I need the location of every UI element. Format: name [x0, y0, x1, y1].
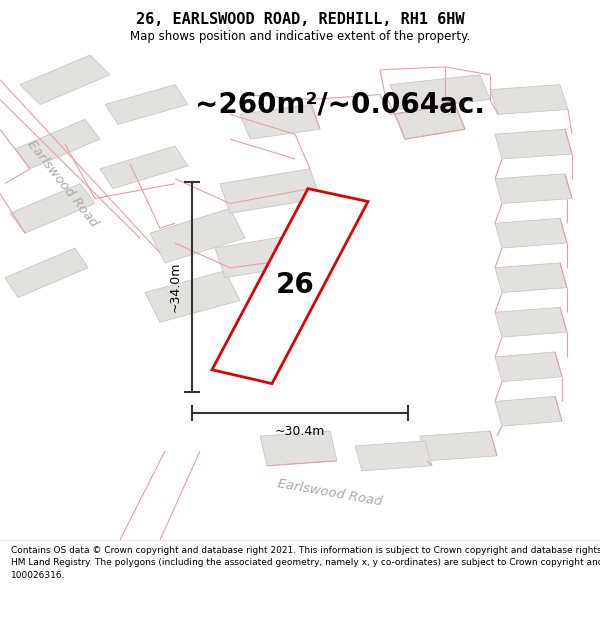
- Text: ~34.0m: ~34.0m: [169, 261, 182, 312]
- Polygon shape: [495, 174, 572, 204]
- Text: Contains OS data © Crown copyright and database right 2021. This information is : Contains OS data © Crown copyright and d…: [11, 546, 600, 580]
- Polygon shape: [495, 352, 562, 382]
- Polygon shape: [390, 75, 490, 109]
- Text: 26, EARLSWOOD ROAD, REDHILL, RH1 6HW: 26, EARLSWOOD ROAD, REDHILL, RH1 6HW: [136, 12, 464, 27]
- Polygon shape: [240, 104, 320, 139]
- Polygon shape: [495, 218, 567, 248]
- Polygon shape: [20, 55, 110, 104]
- Polygon shape: [260, 431, 337, 466]
- Text: ~30.4m: ~30.4m: [275, 425, 325, 438]
- Polygon shape: [15, 119, 100, 169]
- Polygon shape: [395, 104, 465, 139]
- Text: 26: 26: [275, 271, 314, 299]
- Text: Map shows position and indicative extent of the property.: Map shows position and indicative extent…: [130, 30, 470, 43]
- Polygon shape: [100, 146, 188, 189]
- Polygon shape: [420, 431, 497, 461]
- Text: Earlswood Road: Earlswood Road: [24, 138, 100, 229]
- Text: ~260m²/~0.064ac.: ~260m²/~0.064ac.: [195, 91, 485, 119]
- Polygon shape: [495, 396, 562, 426]
- Polygon shape: [220, 169, 320, 213]
- Polygon shape: [10, 184, 95, 233]
- Polygon shape: [212, 189, 368, 384]
- Polygon shape: [495, 308, 567, 337]
- Polygon shape: [490, 85, 568, 114]
- Text: Earlswood Road: Earlswood Road: [277, 477, 383, 508]
- Polygon shape: [150, 208, 245, 263]
- Polygon shape: [355, 441, 432, 471]
- Polygon shape: [215, 233, 315, 278]
- Polygon shape: [105, 85, 188, 124]
- Polygon shape: [0, 55, 200, 282]
- Polygon shape: [5, 248, 88, 298]
- Polygon shape: [495, 129, 572, 159]
- Polygon shape: [495, 263, 567, 292]
- Polygon shape: [110, 451, 530, 540]
- Polygon shape: [145, 271, 240, 322]
